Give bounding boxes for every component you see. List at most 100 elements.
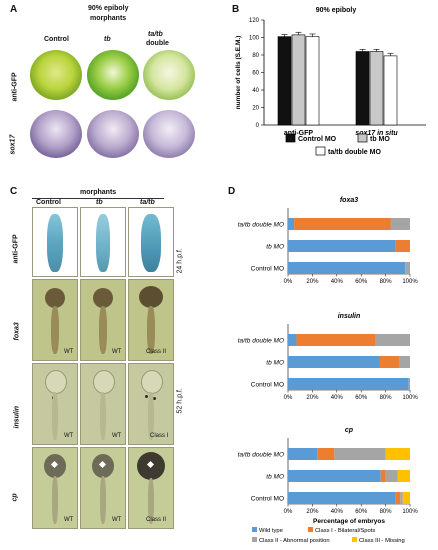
chart-d-row-label: tb MO <box>266 359 284 366</box>
cp-tag-tb: WT <box>112 517 122 523</box>
chart-d-bar-segment <box>288 356 380 368</box>
chart-d-legend-label: Class III - Missing <box>359 538 405 544</box>
chart-d-xtick-label: 20% <box>306 395 319 401</box>
panel-a-label: A <box>10 4 18 15</box>
panel-c-time-24: 24 h.p.f. <box>176 248 184 274</box>
chart-b-title: 90% epiboly <box>316 7 357 14</box>
panel-a-row-antigfp: anti-GFP <box>11 72 19 102</box>
panel-a-col-tb: tb <box>104 36 111 43</box>
larva-insulin-tatb <box>128 363 174 445</box>
cp-tag-tatb: Class II <box>146 517 167 523</box>
chart-b-bar <box>369 51 384 126</box>
chart-d-legend-label: Class I - Bilateral/Spots <box>315 528 375 534</box>
chart-d-row-label: ta/tb double MO <box>238 337 284 344</box>
chart-b-legend-label: tb MO <box>370 136 390 143</box>
larva-gfp-control <box>32 207 78 277</box>
chart-d-xtick-label: 80% <box>380 395 393 401</box>
chart-d-legend-swatch <box>252 537 257 542</box>
chart-d-bar-segment <box>288 334 297 346</box>
panel-c-row-cp: cp <box>11 493 19 502</box>
embryo-gfp-double <box>143 50 195 100</box>
chart-d-bar-segment <box>288 378 409 390</box>
chart-d-title: cp <box>345 427 354 434</box>
chart-b-bar <box>355 51 370 126</box>
chart-b-bar <box>305 36 320 126</box>
larva-foxa3-tb <box>80 279 126 361</box>
chart-d-bar-segment <box>395 240 410 252</box>
embryo-gfp-tb <box>87 50 139 100</box>
chart-d-legend-label: Class II - Abnormal position <box>259 538 330 544</box>
chart-d-bar-segment <box>288 262 406 274</box>
chart-d-bar-segment <box>400 492 403 504</box>
larva-foxa3-control <box>32 279 78 361</box>
chart-d-xtick-label: 0% <box>284 279 293 285</box>
panel-c-label: C <box>10 186 18 197</box>
chart-d-bar-segment <box>390 218 410 230</box>
chart-b-ylabel: number of cells (S.E.M.) <box>235 36 242 110</box>
chart-d-bar-segment <box>405 262 410 274</box>
larva-cp-control <box>32 447 78 529</box>
chart-d-title: foxa3 <box>340 197 358 204</box>
chart-d-bar-segment <box>385 448 410 460</box>
foxa3-tag-control: WT <box>64 349 74 355</box>
chart-d-xtick-label: 60% <box>355 279 368 285</box>
foxa3-tag-tb: WT <box>112 349 122 355</box>
chart-d-xtick-label: 80% <box>380 509 393 515</box>
chart-b-category-label: sox17 in situ <box>355 130 398 137</box>
panel-c-row-insulin: insulin <box>13 405 21 429</box>
chart-d-row-label: Control MO <box>251 495 284 502</box>
panel-a-col-tatb: ta/tb <box>148 31 163 38</box>
chart-d-bar-segment <box>408 378 410 390</box>
chart-b-legend-swatch <box>315 146 326 156</box>
chart-b-legend-swatch <box>285 133 296 143</box>
chart-b-legend-label: Control MO <box>298 136 337 143</box>
chart-d-xtick-label: 20% <box>306 509 319 515</box>
chart-d-xtick-label: 100% <box>402 395 418 401</box>
chart-d-legend-swatch <box>352 537 357 542</box>
chart-b-legend-label: ta/tb double MO <box>328 149 381 156</box>
chart-d-bar-segment <box>379 356 400 368</box>
chart-d-xtick-label: 40% <box>331 509 344 515</box>
embryo-sox17-double <box>143 110 195 158</box>
chart-b-bar <box>383 55 398 126</box>
insulin-tag-tatb: Class I <box>150 433 169 439</box>
panel-c-divider <box>32 198 164 199</box>
chart-d-xtick-label: 40% <box>331 279 344 285</box>
embryo-gfp-control <box>30 50 82 100</box>
chart-d-xtick-label: 0% <box>284 395 293 401</box>
chart-d-bar-segment <box>402 492 410 504</box>
chart-d-bar-segment <box>288 470 381 482</box>
chart-d-bar-segment <box>385 470 398 482</box>
chart-b-ytick-label: 40 <box>252 88 259 94</box>
chart-d-bar-segment <box>375 334 410 346</box>
embryo-sox17-tb <box>87 110 139 158</box>
panel-a-title: 90% epiboly <box>88 5 129 12</box>
cp-tag-control: WT <box>64 517 74 523</box>
larva-insulin-control <box>32 363 78 445</box>
chart-b-ytick-label: 80 <box>252 53 259 59</box>
chart-d-xtick-label: 80% <box>380 279 393 285</box>
chart-d-xlabel: Percentage of embryos <box>313 518 385 525</box>
chart-d-bar-segment <box>380 470 386 482</box>
foxa3-tag-tatb: Class II <box>146 349 167 355</box>
insulin-tag-tb: WT <box>112 433 122 439</box>
chart-d-row-label: Control MO <box>251 381 284 388</box>
chart-d-bar-segment <box>288 492 396 504</box>
chart-d-xtick-label: 20% <box>306 279 319 285</box>
panel-a-subtitle: morphants <box>90 15 127 22</box>
chart-d-bar-segment <box>288 218 295 230</box>
chart-d-legend-swatch <box>252 527 257 532</box>
chart-d-xtick-label: 60% <box>355 395 368 401</box>
stacked-bar-charts-d: foxa3 ta/tb double MO tb MO Control MO 0% 20%… <box>238 197 419 544</box>
insulin-tag-control: WT <box>64 433 74 439</box>
chart-d-bar-segment <box>317 448 335 460</box>
panel-c-col-tatb: ta/tb <box>140 199 155 206</box>
chart-d-bar-segment <box>294 218 391 230</box>
panel-a-col-control: Control <box>44 36 69 43</box>
chart-d-legend-swatch <box>308 527 313 532</box>
chart-d-xtick-label: 0% <box>284 509 293 515</box>
chart-d-bar-segment <box>334 448 386 460</box>
chart-b-bar <box>277 36 292 126</box>
chart-d-xtick-label: 100% <box>402 509 418 515</box>
panel-c-col-control: Control <box>36 199 61 206</box>
